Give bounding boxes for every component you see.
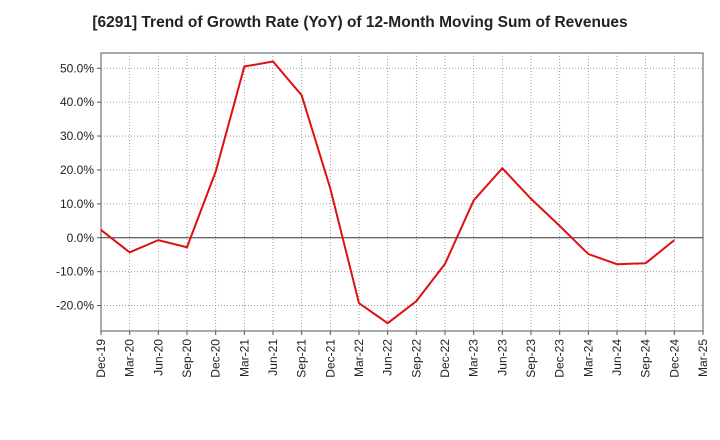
x-tick-label: Jun-23 bbox=[495, 339, 509, 376]
y-tick-label: 20.0% bbox=[60, 163, 94, 177]
x-tick-label: Dec-23 bbox=[553, 339, 567, 378]
y-tick-label: 40.0% bbox=[60, 95, 94, 109]
x-tick-label: Sep-24 bbox=[639, 339, 653, 378]
chart-title: [6291] Trend of Growth Rate (YoY) of 12-… bbox=[92, 14, 628, 31]
x-tick-label: Jun-20 bbox=[151, 339, 165, 376]
x-tick-label: Dec-20 bbox=[209, 339, 223, 378]
x-tick-label: Mar-24 bbox=[581, 339, 595, 377]
x-tick-label: Dec-24 bbox=[667, 339, 681, 378]
plot-area bbox=[100, 52, 704, 332]
x-tick-label: Mar-25 bbox=[696, 339, 710, 377]
x-tick-label: Mar-22 bbox=[352, 339, 366, 377]
y-tick-label: 10.0% bbox=[60, 197, 94, 211]
y-tick-label: -10.0% bbox=[56, 265, 94, 279]
x-tick-label: Sep-20 bbox=[180, 339, 194, 378]
x-tick-label: Jun-21 bbox=[266, 339, 280, 376]
y-tick-label: 30.0% bbox=[60, 129, 94, 143]
x-tick-label: Mar-20 bbox=[123, 339, 137, 377]
y-tick-label: 50.0% bbox=[60, 61, 94, 75]
x-tick-label: Sep-22 bbox=[409, 339, 423, 378]
x-tick-label: Mar-23 bbox=[467, 339, 481, 377]
x-tick-label: Sep-23 bbox=[524, 339, 538, 378]
x-tick-label: Dec-22 bbox=[438, 339, 452, 378]
x-tick-label: Mar-21 bbox=[237, 339, 251, 377]
x-tick-label: Jun-24 bbox=[610, 339, 624, 376]
x-tick-label: Dec-21 bbox=[323, 339, 337, 378]
x-tick-label: Jun-22 bbox=[381, 339, 395, 376]
y-tick-label: -20.0% bbox=[56, 299, 94, 313]
x-tick-label: Sep-21 bbox=[295, 339, 309, 378]
x-tick-label: Dec-19 bbox=[94, 339, 108, 378]
y-tick-label: 0.0% bbox=[67, 231, 95, 245]
